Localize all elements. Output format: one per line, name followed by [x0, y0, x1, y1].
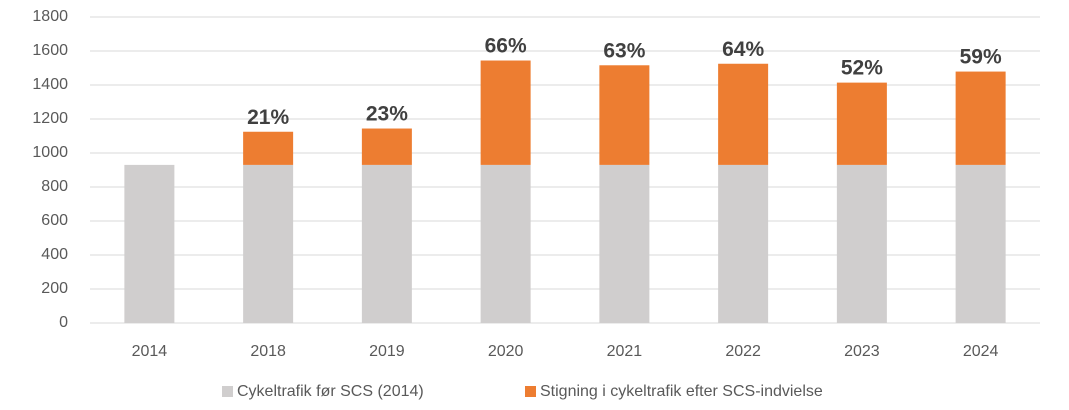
bar-segment [124, 164, 175, 323]
y-tick-label: 1200 [32, 110, 68, 127]
y-tick-label: 1600 [32, 42, 68, 59]
data-label: 66% [485, 35, 527, 58]
x-tick-label: 2018 [250, 343, 286, 360]
y-tick-label: 200 [41, 280, 68, 297]
bar-segment [836, 164, 887, 323]
data-label: 21% [247, 106, 289, 129]
data-label: 64% [722, 38, 764, 61]
x-tick-label: 2019 [369, 343, 405, 360]
x-tick-label: 2024 [963, 343, 999, 360]
y-tick-label: 400 [41, 246, 68, 263]
legend-label: Cykeltrafik før SCS (2014) [237, 383, 424, 400]
bar-segment [955, 164, 1006, 323]
legend-label: Stigning i cykeltrafik efter SCS-indviel… [540, 383, 823, 400]
bar-segment [718, 164, 769, 323]
bar-segment [361, 128, 412, 165]
bar-segment [718, 63, 769, 165]
bar-segment [836, 82, 887, 165]
x-tick-label: 2022 [725, 343, 761, 360]
x-tick-label: 2021 [607, 343, 643, 360]
bar-segment [480, 164, 531, 323]
y-tick-label: 1800 [32, 8, 68, 25]
data-label: 23% [366, 103, 408, 126]
bar-segment [480, 60, 531, 165]
bar-segment [361, 164, 412, 323]
legend-swatch [525, 386, 536, 397]
data-label: 52% [841, 57, 883, 80]
y-tick-label: 800 [41, 178, 68, 195]
y-tick-label: 0 [59, 314, 68, 331]
x-tick-label: 2014 [132, 343, 168, 360]
y-tick-label: 600 [41, 212, 68, 229]
bar-segment [243, 164, 294, 323]
bar-segment [599, 164, 650, 323]
y-tick-label: 1400 [32, 76, 68, 93]
data-label: 59% [960, 46, 1002, 69]
bar-segment [599, 65, 650, 165]
data-label: 63% [603, 39, 645, 62]
bar-segment [243, 131, 294, 165]
x-tick-label: 2020 [488, 343, 524, 360]
x-tick-label: 2023 [844, 343, 880, 360]
y-tick-label: 1000 [32, 144, 68, 161]
legend-swatch [222, 386, 233, 397]
bar-segment [955, 71, 1006, 165]
